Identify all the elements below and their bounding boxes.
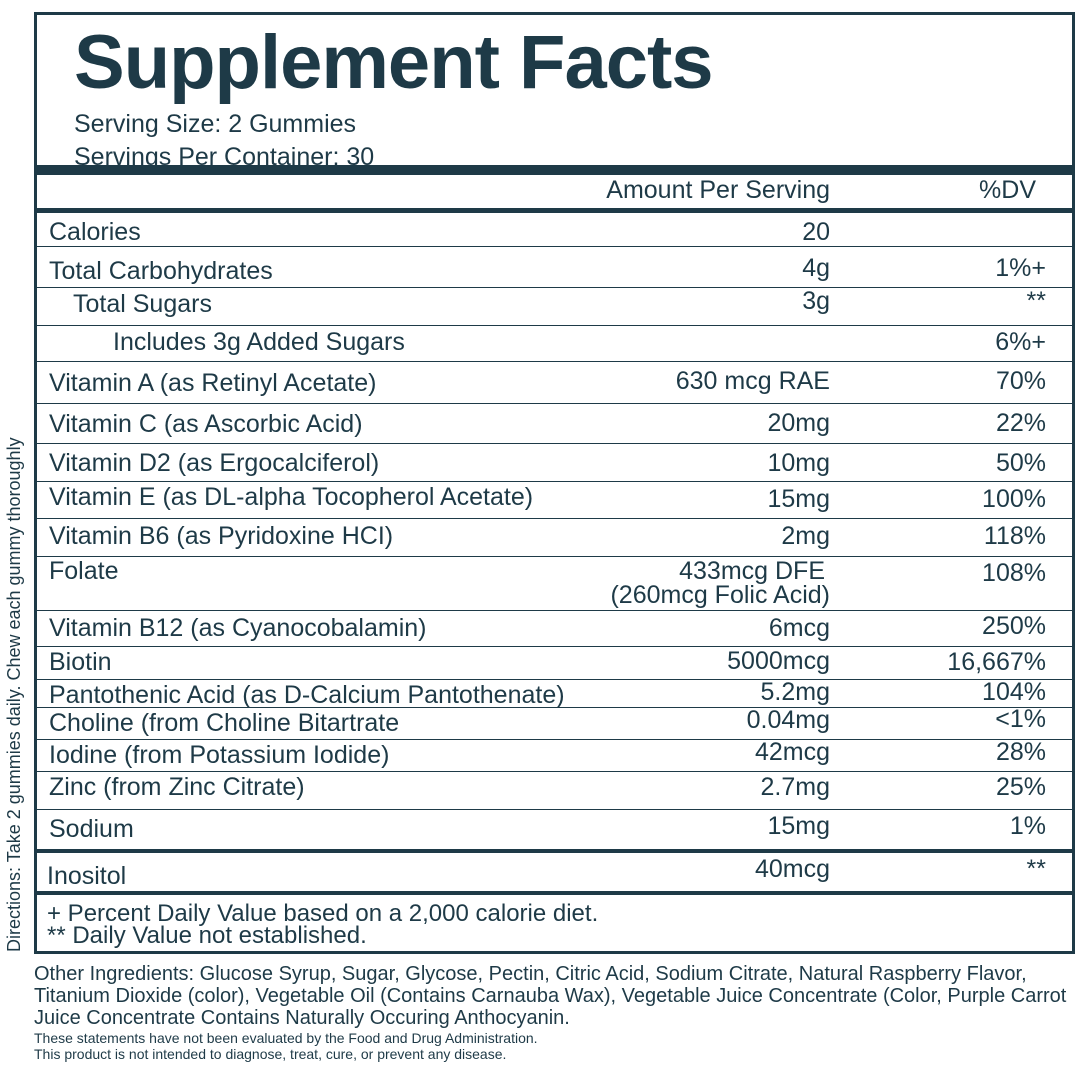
- nutrient-row-biotin: Biotin 5000mcg 16,667%: [37, 647, 1072, 680]
- nutrient-amount: 15mg: [767, 485, 830, 513]
- header-divider: [37, 208, 1072, 213]
- nutrient-amount: 10mg: [767, 449, 830, 477]
- supplement-facts-panel: Supplement Facts Serving Size: 2 Gummies…: [34, 12, 1075, 954]
- nutrient-dv: 100%: [982, 485, 1046, 513]
- nutrient-dv: 1%: [1009, 812, 1046, 840]
- nutrient-name: Folate: [49, 557, 119, 585]
- serving-size: Serving Size: 2 Gummies: [74, 110, 357, 138]
- nutrient-name: Vitamin D2 (as Ergocalciferol): [49, 449, 380, 477]
- header-amount-per-serving: Amount Per Serving: [606, 176, 830, 204]
- nutrient-row-calories: Calories 20: [37, 213, 1072, 247]
- nutrient-dv: <1%: [995, 705, 1046, 733]
- disease-disclaimer: This product is not intended to diagnose…: [34, 1046, 507, 1062]
- nutrient-amount: 42mcg: [754, 738, 830, 766]
- nutrient-amount: 630 mcg RAE: [675, 367, 830, 395]
- nutrient-name: Inositol: [47, 862, 127, 890]
- nutrient-amount: 2.7mg: [760, 773, 830, 801]
- nutrient-amount: 5.2mg: [760, 678, 830, 706]
- nutrient-amount: 6mcg: [768, 614, 830, 642]
- nutrient-dv: 6%+: [995, 328, 1046, 356]
- nutrient-row-inositol: Inositol 40mcg **: [37, 853, 1072, 895]
- nutrient-row-total-sugars: Total Sugars 3g **: [37, 288, 1072, 326]
- directions-text: Directions: Take 2 gummies daily. Chew e…: [4, 437, 24, 952]
- nutrient-dv: 22%: [995, 409, 1046, 437]
- nutrient-row-choline: Choline (from Choline Bitartrate 0.04mg …: [37, 705, 1072, 740]
- nutrient-name: Sodium: [49, 815, 134, 843]
- nutrient-dv: 16,667%: [947, 648, 1046, 676]
- nutrient-row-vitamin-c: Vitamin C (as Ascorbic Acid) 20mg 22%: [37, 404, 1072, 444]
- nutrient-dv: 250%: [982, 612, 1046, 640]
- nutrient-row-zinc: Zinc (from Zinc Citrate) 2.7mg 25%: [37, 772, 1072, 810]
- fda-disclaimer: These statements have not been evaluated…: [34, 1030, 538, 1046]
- nutrient-row-vitamin-d2: Vitamin D2 (as Ergocalciferol) 10mg 50%: [37, 444, 1072, 482]
- nutrient-dv: 104%: [982, 678, 1046, 706]
- nutrient-name: Total Sugars: [73, 290, 212, 318]
- nutrient-dv: **: [1026, 855, 1046, 883]
- nutrient-row-vitamin-b6: Vitamin B6 (as Pyridoxine HCI) 2mg 118%: [37, 519, 1072, 557]
- divider-bar: [37, 165, 1072, 175]
- nutrient-row-pantothenic-acid: Pantothenic Acid (as D-Calcium Pantothen…: [37, 680, 1072, 708]
- nutrient-amount: 433mcg DFE: [679, 557, 825, 585]
- nutrient-amount: 0.04mg: [746, 706, 830, 734]
- header-daily-value: %DV: [979, 176, 1036, 204]
- nutrient-dv: 28%: [995, 738, 1046, 766]
- nutrient-name: Zinc (from Zinc Citrate): [49, 773, 305, 801]
- nutrient-amount: 2mg: [781, 522, 830, 550]
- nutrient-dv: 70%: [995, 367, 1046, 395]
- nutrient-name: Vitamin C (as Ascorbic Acid): [49, 410, 363, 438]
- other-ingredients: Other Ingredients: Glucose Syrup, Sugar,…: [34, 963, 1067, 1029]
- nutrient-amount: 20: [802, 218, 830, 246]
- nutrient-amount: 4g: [802, 254, 830, 282]
- nutrient-row-sodium: Sodium 15mg 1%: [37, 810, 1072, 853]
- nutrient-name: Biotin: [49, 648, 112, 676]
- nutrient-amount: 5000mcg: [727, 647, 830, 675]
- nutrient-name: Pantothenic Acid (as D-Calcium Pantothen…: [49, 681, 565, 709]
- nutrient-dv: 118%: [983, 522, 1046, 550]
- nutrient-dv: 25%: [995, 773, 1046, 801]
- nutrient-name: Choline (from Choline Bitartrate: [49, 709, 400, 737]
- nutrient-row-vitamin-b12: Vitamin B12 (as Cyanocobalamin) 6mcg 250…: [37, 611, 1072, 647]
- nutrient-dv: 1%+: [995, 254, 1046, 282]
- nutrient-row-iodine: Iodine (from Potassium Iodide) 42mcg 28%: [37, 740, 1072, 772]
- nutrient-row-vitamin-e: Vitamin E (as DL-alpha Tocopherol Acetat…: [37, 482, 1072, 519]
- footnote-daily-value: + Percent Daily Value based on a 2,000 c…: [47, 900, 599, 927]
- nutrient-name: Vitamin B6 (as Pyridoxine HCI): [49, 522, 394, 550]
- nutrient-amount-detail: (260mcg Folic Acid): [610, 581, 830, 609]
- nutrient-name: Vitamin E (as DL-alpha Tocopherol Acetat…: [49, 483, 534, 511]
- nutrient-name: Iodine (from Potassium Iodide): [49, 741, 390, 769]
- nutrient-amount: 40mcg: [754, 855, 830, 883]
- panel-title: Supplement Facts: [74, 20, 714, 105]
- nutrient-name: Calories: [49, 218, 141, 246]
- nutrient-amount: 3g: [802, 287, 830, 315]
- nutrient-dv: 108%: [982, 559, 1046, 587]
- nutrient-dv: 50%: [995, 449, 1046, 477]
- nutrient-name: Vitamin B12 (as Cyanocobalamin): [49, 614, 427, 642]
- nutrient-row-vitamin-a: Vitamin A (as Retinyl Acetate) 630 mcg R…: [37, 362, 1072, 404]
- nutrient-name: Vitamin A (as Retinyl Acetate): [49, 369, 377, 397]
- nutrient-name: Total Carbohydrates: [49, 257, 273, 285]
- nutrient-name: Includes 3g Added Sugars: [113, 328, 405, 356]
- nutrient-amount: 15mg: [767, 812, 830, 840]
- nutrient-row-folate: Folate 433mcg DFE (260mcg Folic Acid) 10…: [37, 557, 1072, 611]
- nutrient-row-total-carbohydrates: Total Carbohydrates 4g 1%+: [37, 247, 1072, 288]
- nutrient-amount: 20mg: [767, 409, 830, 437]
- nutrient-dv: **: [1026, 287, 1046, 315]
- footnote-not-established: ** Daily Value not established.: [47, 922, 367, 949]
- nutrient-row-added-sugars: Includes 3g Added Sugars 6%+: [37, 326, 1072, 362]
